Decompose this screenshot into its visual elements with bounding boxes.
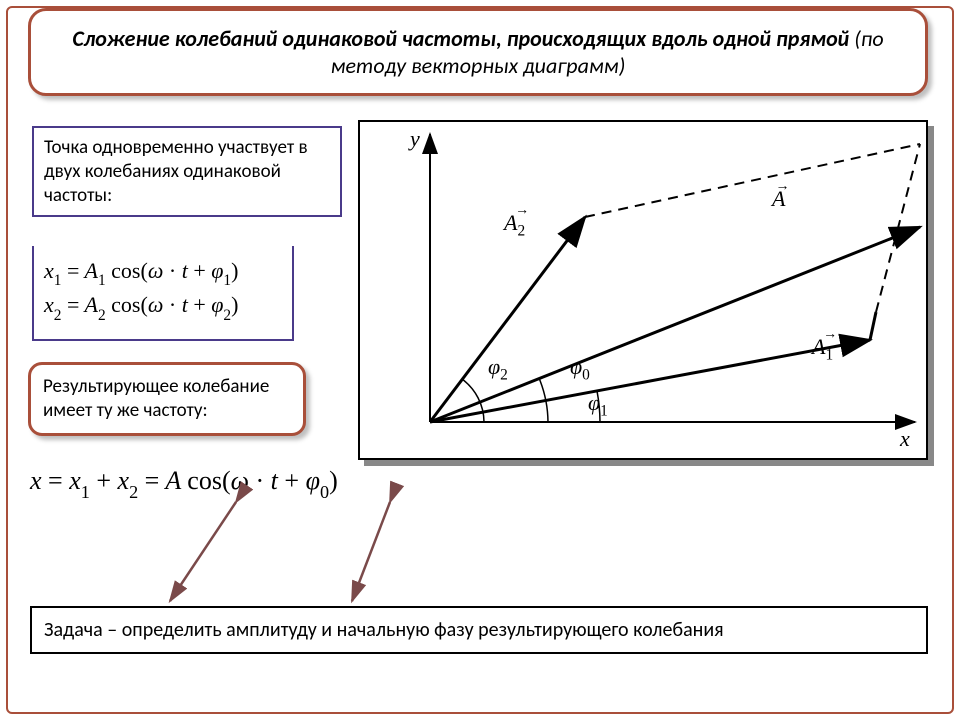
equation-1: x1 = A1 cos(ω · t + φ1) [44,258,282,288]
intro-text: Точка одновременно участвует в двух коле… [44,136,308,207]
result-equation: x = x1 + x2 = A cos(ω · t + φ0) [30,466,338,500]
vector-A1-label: A1→ [812,334,847,364]
phi2-label: φ2 [488,354,508,384]
title-bold: Сложение колебаний одинаковой частоты, п… [72,25,849,52]
vector-A-label: A→ [772,186,799,212]
task-box: Задача – определить амплитуду и начальну… [30,606,928,654]
y-axis-label: y [410,126,420,152]
phi0-label: φ0 [570,354,590,384]
phi1-label: φ1 [588,390,608,420]
x-axis-label: x [900,426,910,452]
result-text: Результирующее колебание имеет ту же час… [43,375,269,422]
equations-box: x1 = A1 cos(ω · t + φ1) x2 = A2 cos(ω · … [32,246,294,341]
vector-diagram: y x A2→ A1→ A→ φ1 φ0 φ2 [358,120,928,460]
title-box: Сложение колебаний одинаковой частоты, п… [28,8,928,96]
vector-A2-label: A2→ [504,210,539,240]
diagram-svg [360,122,930,462]
intro-box: Точка одновременно участвует в двух коле… [32,126,342,217]
result-box: Результирующее колебание имеет ту же час… [28,362,306,436]
task-text: Задача – определить амплитуду и начальну… [44,618,724,642]
equation-2: x2 = A2 cos(ω · t + φ2) [44,292,282,322]
